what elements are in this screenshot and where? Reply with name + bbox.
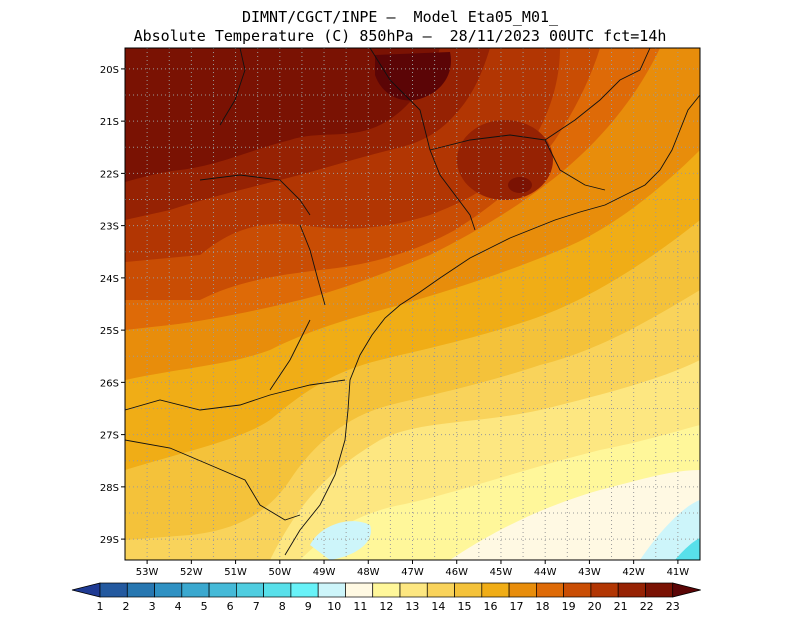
colorbar-label: 2 [123, 600, 130, 613]
lon-label: 52W [180, 567, 203, 578]
lon-label: 49W [313, 567, 336, 578]
lat-label: 23S [100, 222, 119, 233]
colorbar-swatch [126, 582, 155, 598]
lat-label: 25S [100, 326, 119, 337]
colorbar-label: 8 [279, 600, 286, 613]
colorbar-label: 7 [253, 600, 260, 613]
colorbar-swatch [290, 582, 319, 598]
graticule [125, 48, 700, 560]
colorbar-label: 17 [510, 600, 524, 613]
colorbar: 1 2 3 4 5 6 7 8 9 10 11 12 13 14 15 16 17 18 19 20 21 22 23 [71, 582, 701, 613]
lon-label: 43W [578, 567, 601, 578]
colorbar-swatch [181, 582, 210, 598]
colorbar-swatch [71, 582, 101, 598]
lon-label: 50W [268, 567, 291, 578]
lon-label: 45W [490, 567, 513, 578]
colorbar-swatch [563, 582, 592, 598]
lon-label: 41W [667, 567, 690, 578]
colorbar-label: 21 [614, 600, 628, 613]
colorbar-swatch [481, 582, 510, 598]
colorbar-swatch [345, 582, 374, 598]
colorbar-swatch [263, 582, 292, 598]
colorbar-label: 4 [175, 600, 182, 613]
colorbar-swatch [672, 582, 701, 598]
colorbar-label: 9 [305, 600, 312, 613]
colorbar-swatch [99, 582, 128, 598]
latitude-axis: 20S 21S 22S 23S 24S 25S 26S 27S 28S 29S [100, 65, 125, 546]
colorbar-swatch [454, 582, 483, 598]
coastlines [124, 47, 701, 556]
colorbar-label: 18 [536, 600, 550, 613]
colorbar-label: 11 [353, 600, 367, 613]
colorbar-label: 15 [457, 600, 471, 613]
colorbar-swatch [426, 582, 455, 598]
colorbar-label: 1 [97, 600, 104, 613]
lat-label: 28S [100, 483, 119, 494]
colorbar-label: 14 [431, 600, 445, 613]
lat-label: 24S [100, 274, 119, 285]
colorbar-swatch [508, 582, 537, 598]
lon-label: 46W [445, 567, 468, 578]
colorbar-swatch [399, 582, 428, 598]
colorbar-label: 19 [562, 600, 576, 613]
map-title-line2: Absolute Temperature (C) 850hPa — 28/11/… [133, 27, 667, 45]
colorbar-swatch [317, 582, 346, 598]
colorbar-label: 16 [483, 600, 497, 613]
colorbar-swatch [645, 582, 674, 598]
lat-label: 21S [100, 117, 119, 128]
lat-label: 20S [100, 65, 119, 76]
colorbar-swatch [236, 582, 264, 598]
map-title-line1: DIMNT/CGCT/INPE — Model Eta05_M01_ [241, 8, 559, 26]
colorbar-swatch [617, 582, 646, 598]
colorbar-label: 22 [640, 600, 654, 613]
colorbar-swatch [536, 582, 564, 598]
colorbar-label: 12 [379, 600, 393, 613]
colorbar-label: 23 [666, 600, 680, 613]
lat-label: 29S [100, 535, 119, 546]
colorbar-label: 3 [149, 600, 156, 613]
colorbar-label: 10 [327, 600, 341, 613]
lon-label: 44W [534, 567, 557, 578]
lat-label: 26S [100, 378, 119, 389]
longitude-axis: 53W 52W 51W 50W 49W 48W 47W 46W 45W 44W 43W 42W 41W [136, 560, 689, 578]
lon-label: 51W [224, 567, 247, 578]
lon-label: 42W [622, 567, 645, 578]
colorbar-label: 13 [405, 600, 419, 613]
lon-label: 47W [401, 567, 424, 578]
colorbar-label: 6 [227, 600, 234, 613]
colorbar-swatch [154, 582, 183, 598]
lat-label: 27S [100, 431, 119, 442]
colorbar-label: 5 [201, 600, 208, 613]
colorbar-swatch [208, 582, 237, 598]
colorbar-swatch [590, 582, 619, 598]
lon-label: 53W [136, 567, 159, 578]
colorbar-label: 20 [588, 600, 602, 613]
lon-label: 48W [357, 567, 380, 578]
lat-label: 22S [100, 169, 119, 180]
colorbar-swatch [372, 582, 401, 598]
